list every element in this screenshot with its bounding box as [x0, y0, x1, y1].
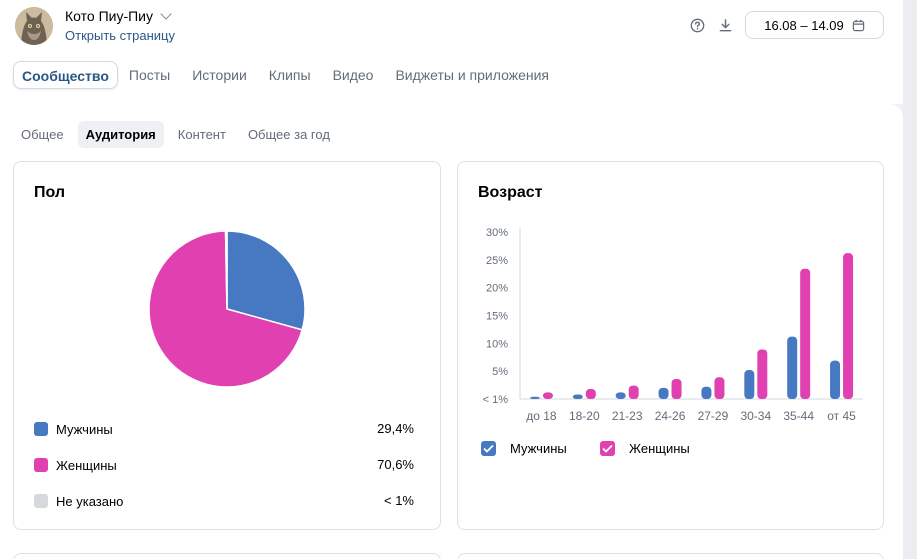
tab-overview[interactable]: Общее — [21, 127, 64, 142]
next-card-left — [13, 553, 441, 559]
legend-unknown-label: Не указано — [56, 493, 124, 509]
bar-female-7[interactable] — [800, 268, 811, 399]
scroll-gutter — [903, 0, 917, 559]
y-tick-label: 20% — [486, 283, 508, 295]
community-name: Кото Пиу-Пиу — [65, 8, 153, 24]
legend-male-value: 29,4% — [377, 421, 414, 436]
x-tick-label: от 45 — [827, 409, 856, 423]
age-card: Возраст < 1% 5% 10% 15% 20% 25% 30% до 18 18-20 2… — [457, 161, 884, 530]
tab-year-overview[interactable]: Общее за год — [247, 127, 330, 142]
bar-female-2[interactable] — [585, 388, 596, 399]
cat-avatar-icon — [15, 7, 53, 45]
bar-male-4[interactable] — [658, 387, 669, 399]
date-range-button[interactable]: 16.08 – 14.09 — [745, 11, 884, 39]
tab-clips[interactable]: Клипы — [268, 67, 311, 83]
community-name-dropdown[interactable]: Кото Пиу-Пиу — [65, 8, 172, 24]
chevron-down-icon — [160, 8, 172, 20]
y-tick-label: 25% — [486, 255, 508, 267]
tab-community[interactable]: Сообщество — [13, 61, 118, 89]
tab-audience[interactable]: Аудитория — [77, 121, 164, 148]
y-tick-label: 30% — [486, 227, 508, 239]
bar-female-4[interactable] — [671, 378, 682, 399]
x-tick-label: до 18 — [526, 409, 557, 423]
calendar-icon — [852, 19, 864, 31]
y-tick-label: < 1% — [483, 394, 509, 406]
x-tick-label: 21-23 — [612, 409, 643, 423]
bar-male-3[interactable] — [615, 392, 626, 399]
bar-male-8[interactable] — [830, 360, 841, 399]
age-legend-female[interactable]: Женщины — [600, 441, 690, 456]
legend-female-value: 70,6% — [377, 457, 414, 472]
avatar[interactable] — [15, 7, 53, 45]
bar-female-6[interactable] — [757, 349, 768, 399]
next-card-right — [457, 553, 884, 559]
bar-female-5[interactable] — [714, 377, 725, 399]
age-legend-male-label: Мужчины — [510, 441, 567, 456]
pie-slice-1[interactable] — [226, 230, 306, 331]
tab-video[interactable]: Видео — [332, 67, 374, 83]
x-tick-label: 35-44 — [783, 409, 814, 423]
y-tick-label: 10% — [486, 338, 508, 350]
gender-title: Пол — [34, 184, 66, 201]
date-range-text: 16.08 – 14.09 — [764, 17, 844, 33]
download-button[interactable] — [716, 16, 734, 34]
sub-tabs: Общее Аудитория Контент Общее за год — [13, 121, 344, 148]
legend-male: Мужчины 29,4% — [34, 420, 414, 438]
bar-male-7[interactable] — [787, 336, 798, 399]
bar-male-2[interactable] — [572, 394, 583, 399]
tab-widgets[interactable]: Виджеты и приложения — [395, 67, 549, 83]
age-bar-chart: < 1% 5% 10% 15% 20% 25% 30% до 18 18-20 21-23 24-2… — [483, 227, 863, 423]
bar-male-6[interactable] — [744, 370, 755, 399]
bar-female-8[interactable] — [843, 253, 854, 399]
bar-male-5[interactable] — [701, 386, 712, 399]
pie-slice-3[interactable] — [224, 230, 228, 310]
female-swatch — [34, 458, 48, 472]
y-tick-label: 15% — [486, 311, 508, 323]
tab-posts[interactable]: Посты — [128, 67, 171, 83]
x-tick-label: 18-20 — [569, 409, 600, 423]
legend-female-label: Женщины — [56, 457, 117, 473]
y-tick-label: 5% — [492, 366, 508, 378]
legend-female: Женщины 70,6% — [34, 456, 414, 474]
main-tabs: Сообщество Посты Истории Клипы Видео Вид… — [13, 61, 560, 89]
bar-male-1[interactable] — [529, 396, 540, 399]
legend-unknown: Не указано < 1% — [34, 492, 414, 510]
age-title: Возраст — [478, 184, 543, 201]
age-legend-male[interactable]: Мужчины — [481, 441, 567, 456]
open-page-link[interactable]: Открыть страницу — [65, 28, 175, 43]
bar-female-3[interactable] — [628, 385, 639, 399]
tab-stories[interactable]: Истории — [192, 67, 247, 83]
pie-slice-2[interactable] — [148, 230, 304, 388]
gender-pie-chart — [148, 230, 306, 388]
legend-male-label: Мужчины — [56, 421, 113, 437]
x-tick-label: 30-34 — [740, 409, 771, 423]
check-icon — [602, 444, 613, 453]
tab-content[interactable]: Контент — [177, 127, 226, 142]
download-icon — [719, 18, 731, 31]
x-tick-label: 27-29 — [698, 409, 729, 423]
male-swatch — [34, 422, 48, 436]
bar-female-1[interactable] — [542, 392, 553, 399]
checkbox-female[interactable] — [600, 441, 615, 456]
check-icon — [483, 444, 494, 453]
gender-card: Пол Мужчины 29,4% Женщины 70,6% Не указа… — [13, 161, 441, 530]
help-button[interactable] — [688, 16, 706, 34]
checkbox-male[interactable] — [481, 441, 496, 456]
legend-unknown-value: < 1% — [384, 493, 414, 508]
help-icon — [690, 18, 704, 32]
x-tick-label: 24-26 — [655, 409, 686, 423]
unknown-swatch — [34, 494, 48, 508]
age-legend-female-label: Женщины — [629, 441, 690, 456]
